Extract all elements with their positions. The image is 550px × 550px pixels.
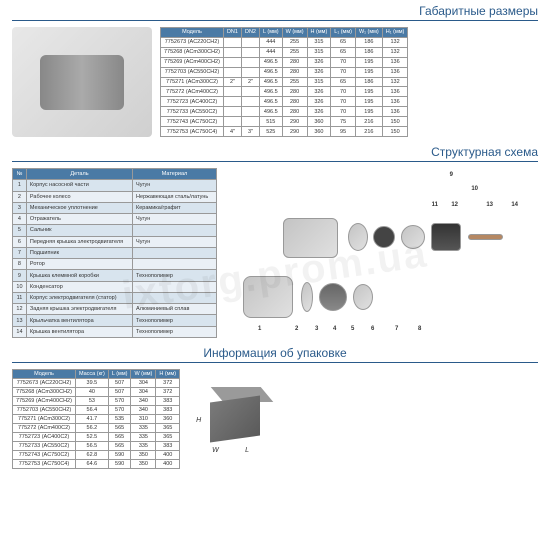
exploded-view: 9 10 11 12 13 14 1 2 3 4 5 6 7 8 (223, 168, 538, 338)
table-row: 13Крыльчатка вентилятораТехнополимер (13, 315, 217, 326)
col-header: Деталь (26, 169, 132, 180)
col-header: H (мм) (307, 28, 331, 38)
table-row: 8Ротор (13, 259, 217, 270)
col-header: L (мм) (259, 28, 282, 38)
table-row: 12Задняя крышка электродвигателяАлюминие… (13, 304, 217, 315)
dim-h: H (196, 417, 201, 424)
table-row: 5Сальник (13, 225, 217, 236)
title-pack: Информация об упаковке (12, 346, 538, 363)
col-header: L₁ (мм) (331, 28, 356, 38)
col-header: H (мм) (156, 370, 180, 379)
callout-5: 5 (351, 326, 354, 332)
table-row: 9Крышка клеммной коробкиТехнополимер (13, 270, 217, 281)
title-dims: Габаритные размеры (12, 4, 538, 21)
col-header: H₁ (мм) (382, 28, 408, 38)
table-row: 7752703 (AC550CH2)496.528032670195136 (161, 67, 408, 77)
table-row: 775272 (ACm400C2)496.528032670195136 (161, 87, 408, 97)
table-row: 1Корпус насосной частиЧугун (13, 180, 217, 191)
table-row: 775268 (ACm300CH2)40507304372 (13, 388, 180, 397)
table-row: 3Механическое уплотнениеКерамика/графит (13, 202, 217, 213)
col-header: W₁ (мм) (355, 28, 382, 38)
table-row: 7752753 (AC750C4)4"3"52529036095216150 (161, 127, 408, 137)
table-row: 775271 (ACm300C2)41.7535310360 (13, 415, 180, 424)
title-scheme: Структурная схема (12, 145, 538, 162)
col-header: L (мм) (108, 370, 131, 379)
table-row: 7752703 (AC550CH2)56.4570340383 (13, 406, 180, 415)
callout-4: 4 (333, 326, 336, 332)
table-row: 7752743 (AC750C2)51529036075216150 (161, 117, 408, 127)
dim-l: L (245, 447, 249, 454)
callout-1: 1 (258, 326, 261, 332)
callout-8: 8 (418, 326, 421, 332)
table-row: 7752673 (AC220CH2)44425531565186132 (161, 37, 408, 47)
callout-14: 14 (511, 202, 518, 208)
col-header: № (13, 169, 27, 180)
parts-table: №ДетальМатериал1Корпус насосной частиЧуг… (12, 168, 217, 338)
table-row: 11Корпус электродвигателя (статор) (13, 292, 217, 303)
col-header: W (мм) (131, 370, 156, 379)
table-row: 14Крышка вентилятораТехнополимер (13, 326, 217, 337)
table-row: 7752733 (AC550C2)56.5565335383 (13, 442, 180, 451)
packaging-table: МодельМасса (кг)L (мм)W (мм)H (мм)775267… (12, 369, 180, 469)
table-row: 7752753 (AC750C4)64.6590350400 (13, 460, 180, 469)
col-header: Модель (13, 370, 76, 379)
table-row: 2Рабочее колесоНержавеющая сталь/латунь (13, 191, 217, 202)
table-row: 7752673 (AC220CH2)39.5507304372 (13, 379, 180, 388)
dimensions-table: МодельDN1DN2L (мм)W (мм)H (мм)L₁ (мм)W₁ … (160, 27, 408, 137)
table-row: 6Передняя крышка электродвигателяЧугун (13, 236, 217, 247)
callout-3: 3 (315, 326, 318, 332)
pump-drawing (12, 27, 152, 137)
callout-6: 6 (371, 326, 374, 332)
section-scheme: Структурная схема №ДетальМатериал1Корпус… (0, 141, 550, 342)
section-packaging: Информация об упаковке МодельМасса (кг)L… (0, 342, 550, 473)
col-header: Масса (кг) (75, 370, 108, 379)
col-header: DN1 (223, 28, 241, 38)
table-row: 7Подшипник (13, 247, 217, 258)
table-row: 7752743 (AC750C2)62.8590350400 (13, 451, 180, 460)
callout-10: 10 (471, 186, 478, 192)
callout-7: 7 (395, 326, 398, 332)
table-row: 7752723 (AC400C2)52.5565335365 (13, 433, 180, 442)
callout-9: 9 (450, 172, 453, 178)
table-row: 775269 (ACm400CH2)496.528032670195136 (161, 57, 408, 67)
col-header: Модель (161, 28, 224, 38)
col-header: DN2 (241, 28, 259, 38)
package-box-diagram: H W L (190, 389, 280, 459)
table-row: 7752723 (AC400C2)496.528032670195136 (161, 97, 408, 107)
callout-11: 11 (432, 202, 438, 208)
table-row: 775271 (ACm300C2)2"2"496.525531565186132 (161, 77, 408, 87)
col-header: Материал (133, 169, 217, 180)
table-row: 7752733 (AC550C2)496.528032670195136 (161, 107, 408, 117)
col-header: W (мм) (282, 28, 307, 38)
callout-2: 2 (295, 326, 298, 332)
table-row: 775269 (ACm400CH2)53570340383 (13, 397, 180, 406)
table-row: 10Конденсатор (13, 281, 217, 292)
callout-13: 13 (486, 202, 493, 208)
dim-w: W (212, 447, 219, 454)
table-row: 775268 (ACm300CH2)44425531565186132 (161, 47, 408, 57)
table-row: 775272 (ACm400C2)56.2565335365 (13, 424, 180, 433)
callout-12: 12 (451, 202, 458, 208)
table-row: 4ОтражательЧугун (13, 214, 217, 225)
section-dimensions: Габаритные размеры МодельDN1DN2L (мм)W (… (0, 0, 550, 141)
